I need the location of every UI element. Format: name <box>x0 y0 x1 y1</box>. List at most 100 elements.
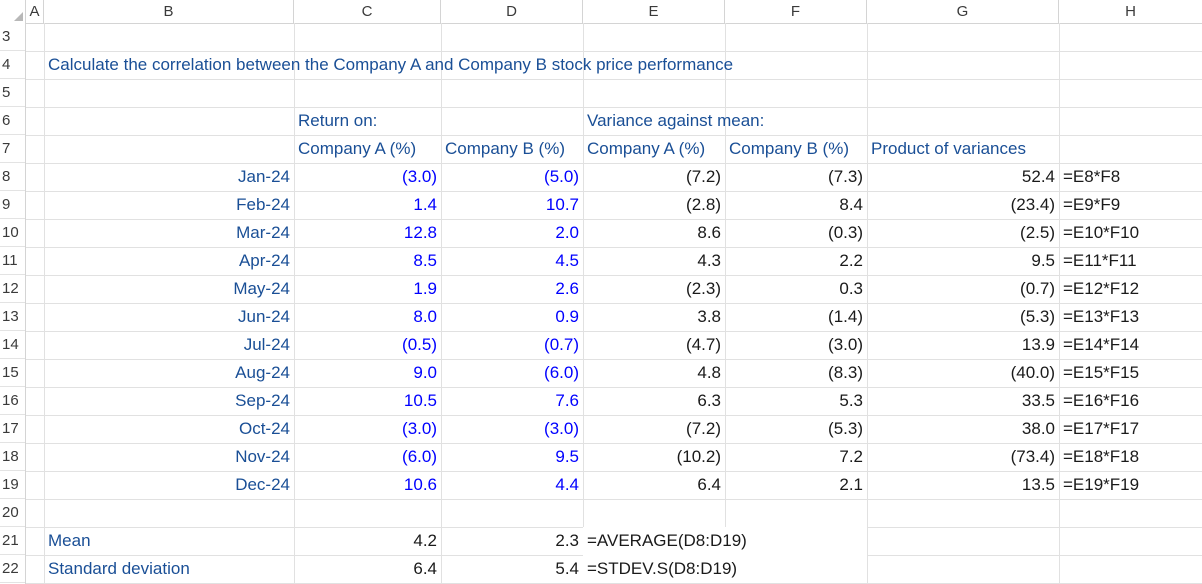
variance-against-mean-label[interactable]: Variance against mean: <box>587 111 765 130</box>
variance-company-a-cell[interactable]: (4.7) <box>686 335 721 354</box>
product-of-variances-cell[interactable]: 33.5 <box>1021 391 1055 410</box>
variance-company-b-cell[interactable]: 8.4 <box>839 195 863 214</box>
variance-company-b-cell[interactable]: 7.2 <box>839 447 863 466</box>
row-header-11[interactable]: 11 <box>0 247 25 275</box>
return-company-b-cell[interactable]: 10.7 <box>545 195 579 214</box>
return-company-a-cell[interactable]: 10.5 <box>403 391 437 410</box>
month-cell[interactable]: May-24 <box>233 279 290 298</box>
row-header-18[interactable]: 18 <box>0 443 25 471</box>
product-of-variances-cell[interactable]: 52.4 <box>1021 167 1055 186</box>
mean-formula-text[interactable]: =AVERAGE(D8:D19) <box>583 527 867 555</box>
mean-label[interactable]: Mean <box>48 531 91 550</box>
variance-company-b-cell[interactable]: 0.3 <box>839 279 863 298</box>
column-header-e[interactable]: E <box>583 0 725 23</box>
header-company-b-return[interactable]: Company B (%) <box>445 139 565 158</box>
row-header-20[interactable]: 20 <box>0 499 25 527</box>
row-header-15[interactable]: 15 <box>0 359 25 387</box>
return-company-b-cell[interactable]: 4.4 <box>555 475 579 494</box>
sd-company-b[interactable]: 5.4 <box>555 559 579 578</box>
variance-company-a-cell[interactable]: (2.8) <box>686 195 721 214</box>
formula-text-cell[interactable]: =E18*F18 <box>1063 447 1140 466</box>
return-company-b-cell[interactable]: (6.0) <box>544 363 579 382</box>
select-all-corner[interactable] <box>0 0 26 23</box>
row-header-12[interactable]: 12 <box>0 275 25 303</box>
variance-company-a-cell[interactable]: 3.8 <box>697 307 721 326</box>
row-header-16[interactable]: 16 <box>0 387 25 415</box>
product-of-variances-cell[interactable]: 9.5 <box>1031 251 1055 270</box>
month-cell[interactable]: Feb-24 <box>236 195 290 214</box>
row-header-17[interactable]: 17 <box>0 415 25 443</box>
month-cell[interactable]: Dec-24 <box>235 475 290 494</box>
product-of-variances-cell[interactable]: (5.3) <box>1020 307 1055 326</box>
month-cell[interactable]: Sep-24 <box>235 391 290 410</box>
sheet-title[interactable]: Calculate the correlation between the Co… <box>48 55 734 74</box>
month-cell[interactable]: Aug-24 <box>235 363 290 382</box>
formula-text-cell[interactable]: =E14*F14 <box>1063 335 1140 354</box>
variance-company-b-cell[interactable]: (0.3) <box>828 223 863 242</box>
return-company-a-cell[interactable]: 10.6 <box>403 475 437 494</box>
product-of-variances-cell[interactable]: (0.7) <box>1020 279 1055 298</box>
row-header-8[interactable]: 8 <box>0 163 25 191</box>
product-of-variances-cell[interactable]: 13.9 <box>1021 335 1055 354</box>
month-cell[interactable]: Jul-24 <box>243 335 290 354</box>
return-on-label[interactable]: Return on: <box>298 111 378 130</box>
column-header-g[interactable]: G <box>867 0 1059 23</box>
formula-text-cell[interactable]: =E19*F19 <box>1063 475 1140 494</box>
return-company-a-cell[interactable]: 1.4 <box>413 195 437 214</box>
row-header-6[interactable]: 6 <box>0 107 25 135</box>
variance-company-a-cell[interactable]: (7.2) <box>686 419 721 438</box>
header-product-of-variances[interactable]: Product of variances <box>871 139 1026 158</box>
variance-company-b-cell[interactable]: (1.4) <box>828 307 863 326</box>
formula-text-cell[interactable]: =E8*F8 <box>1063 167 1121 186</box>
standard-deviation-label[interactable]: Standard deviation <box>48 559 190 578</box>
return-company-b-cell[interactable]: (5.0) <box>544 167 579 186</box>
formula-text-cell[interactable]: =E9*F9 <box>1063 195 1121 214</box>
mean-company-b[interactable]: 2.3 <box>555 531 579 550</box>
row-header-5[interactable]: 5 <box>0 79 25 107</box>
row-header-19[interactable]: 19 <box>0 471 25 499</box>
month-cell[interactable]: Nov-24 <box>235 447 290 466</box>
formula-text-cell[interactable]: =E12*F12 <box>1063 279 1140 298</box>
month-cell[interactable]: Mar-24 <box>236 223 290 242</box>
variance-company-a-cell[interactable]: 4.8 <box>697 363 721 382</box>
variance-company-b-cell[interactable]: (8.3) <box>828 363 863 382</box>
variance-company-a-cell[interactable]: 6.3 <box>697 391 721 410</box>
product-of-variances-cell[interactable]: (2.5) <box>1020 223 1055 242</box>
row-header-21[interactable]: 21 <box>0 527 25 555</box>
mean-company-a[interactable]: 4.2 <box>413 531 437 550</box>
row-header-14[interactable]: 14 <box>0 331 25 359</box>
variance-company-b-cell[interactable]: 5.3 <box>839 391 863 410</box>
return-company-b-cell[interactable]: 2.6 <box>555 279 579 298</box>
formula-text-cell[interactable]: =E15*F15 <box>1063 363 1140 382</box>
sd-company-a[interactable]: 6.4 <box>413 559 437 578</box>
product-of-variances-cell[interactable]: (73.4) <box>1010 447 1055 466</box>
variance-company-a-cell[interactable]: 8.6 <box>697 223 721 242</box>
month-cell[interactable]: Jan-24 <box>238 167 290 186</box>
return-company-a-cell[interactable]: (3.0) <box>402 419 437 438</box>
row-header-9[interactable]: 9 <box>0 191 25 219</box>
column-header-b[interactable]: B <box>44 0 294 23</box>
formula-text-cell[interactable]: =E17*F17 <box>1063 419 1140 438</box>
column-header-h[interactable]: H <box>1125 3 1136 20</box>
return-company-b-cell[interactable]: 0.9 <box>555 307 579 326</box>
return-company-a-cell[interactable]: 8.5 <box>413 251 437 270</box>
return-company-a-cell[interactable]: 1.9 <box>413 279 437 298</box>
header-company-a-return[interactable]: Company A (%) <box>298 139 417 158</box>
row-header-7[interactable]: 7 <box>0 135 25 163</box>
return-company-a-cell[interactable]: 12.8 <box>403 223 437 242</box>
column-header-a[interactable]: A <box>26 0 44 23</box>
header-company-a-variance[interactable]: Company A (%) <box>587 139 706 158</box>
sd-formula-text[interactable]: =STDEV.S(D8:D19) <box>583 555 867 583</box>
formula-text-cell[interactable]: =E11*F11 <box>1063 251 1137 270</box>
product-of-variances-cell[interactable]: 13.5 <box>1021 475 1055 494</box>
month-cell[interactable]: Jun-24 <box>238 307 290 326</box>
variance-company-b-cell[interactable]: (5.3) <box>828 419 863 438</box>
row-header-4[interactable]: 4 <box>0 51 25 79</box>
return-company-b-cell[interactable]: 4.5 <box>555 251 579 270</box>
return-company-b-cell[interactable]: 9.5 <box>555 447 579 466</box>
header-company-b-variance[interactable]: Company B (%) <box>729 139 849 158</box>
product-of-variances-cell[interactable]: (40.0) <box>1010 363 1055 382</box>
month-cell[interactable]: Apr-24 <box>238 251 290 270</box>
column-header-d[interactable]: D <box>441 0 583 23</box>
